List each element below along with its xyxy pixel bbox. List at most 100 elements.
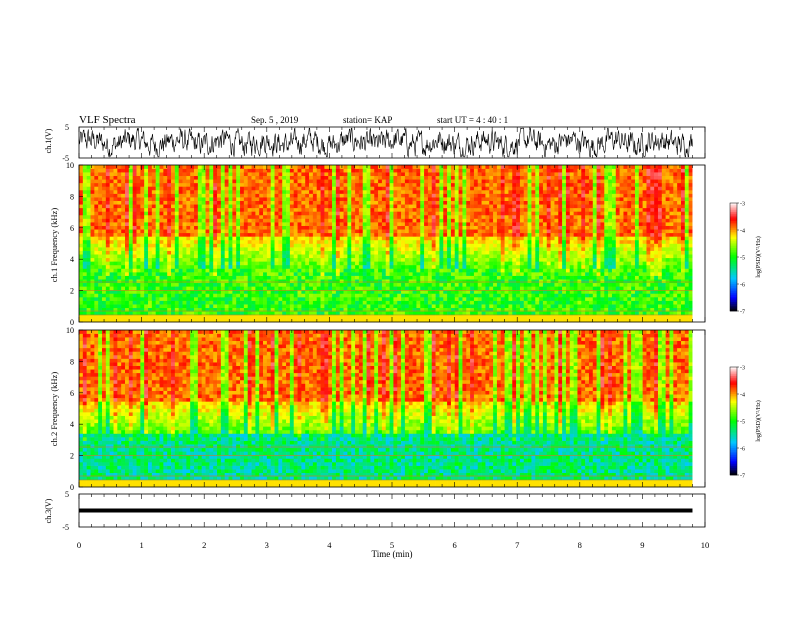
ch1-spectrogram-cell [290,251,294,255]
ch1-spectrogram-cell [225,301,229,305]
ch1-spectrogram-cell [447,301,451,305]
ch1-spectrogram-cell [156,276,160,280]
ch1-spectrogram-cell [355,265,359,269]
ch1-spectrogram-cell [244,236,248,240]
ch1-spectrogram-cell [202,254,206,258]
ch1-spectrogram-cell [106,283,110,287]
ch1-spectrogram-cell [482,279,486,283]
ch1-spectrogram-cell [94,233,98,237]
ch1-spectrogram-cell [175,268,179,272]
ch1-spectrogram-cell [183,297,187,301]
ch1-spectrogram-cell [420,190,424,194]
ch1-spectrogram-cell [405,236,409,240]
ch1-spectrogram-cell [83,172,87,176]
ch1-spectrogram-cell [393,240,397,244]
ch1-spectrogram-cell [459,183,463,187]
ch1-spectrogram-cell [152,211,156,215]
ch1-spectrogram-cell [309,265,313,269]
ch1-spectrogram-cell [225,236,229,240]
ch1-spectrogram-cell [451,276,455,280]
ch1-spectrogram-cell [244,190,248,194]
ch1-spectrogram-cell [432,244,436,248]
ch1-spectrogram-cell [428,169,432,173]
ch1-spectrogram-cell [416,229,420,233]
ch1-spectrogram-cell [328,301,332,305]
ch1-spectrogram-cell [87,251,91,255]
ch1-spectrogram-cell [87,265,91,269]
ch1-spectrogram-cell [160,222,164,226]
ch1-spectrogram-cell [163,276,167,280]
ch1-spectrogram-cell [428,286,432,290]
ch1-spectrogram-cell [482,283,486,287]
ch1-spectrogram-cell [466,236,470,240]
ch1-spectrogram-cell [397,208,401,212]
ch1-spectrogram-cell [202,236,206,240]
ch1-spectrogram-cell [121,169,125,173]
ch1-spectrogram-cell [140,208,144,212]
ch1-spectrogram-cell [221,283,225,287]
ch1-spectrogram-cell [485,247,489,251]
ch1-spectrogram-cell [298,186,302,190]
ch1-spectrogram-cell [447,297,451,301]
ch1-spectrogram-cell [324,258,328,262]
ch1-spectrogram-cell [459,301,463,305]
ch1-spectrogram-cell [466,251,470,255]
ch1-spectrogram-cell [179,276,183,280]
ch1-spectrogram-cell [286,254,290,258]
ch1-spectrogram-cell [455,165,459,169]
ch1-spectrogram-cell [244,268,248,272]
ch1-spectrogram-cell [409,265,413,269]
ch1-spectrogram-cell [152,219,156,223]
ch1-spectrogram-cell [144,194,148,198]
ch1-spectrogram-cell [401,244,405,248]
ch1-spectrogram-cell [367,283,371,287]
ch1-spectrogram-cell [405,293,409,297]
ch1-spectrogram-cell [221,268,225,272]
ch1-spectrogram-cell [321,183,325,187]
ch1-spectrogram-cell [106,201,110,205]
ch1-spectrogram-cell [344,194,348,198]
ch1-spectrogram-cell [163,272,167,276]
ch1-spectrogram-cell [324,283,328,287]
ch1-spectrogram-cell [102,204,106,208]
ch1-spectrogram-cell [309,293,313,297]
ch1-spectrogram-cell [497,183,501,187]
ch1-spectrogram-cell [390,247,394,251]
ch1-spectrogram-cell [206,179,210,183]
ch1-spectrogram-cell [255,229,259,233]
ch1-spectrogram-cell [240,236,244,240]
ch1-spectrogram-cell [432,197,436,201]
ch1-spectrogram-cell [367,254,371,258]
ch1-spectrogram-cell [455,208,459,212]
ch1-spectrogram-cell [424,186,428,190]
ch1-spectrogram-cell [209,240,213,244]
ch1-spectrogram-cell [482,186,486,190]
ch1-spectrogram-cell [301,190,305,194]
ch1-spectrogram-cell [225,279,229,283]
ch1-spectrogram-cell [240,179,244,183]
ch1-spectrogram-cell [439,247,443,251]
ch1-spectrogram-cell [91,268,95,272]
ch1-spectrogram-cell [278,265,282,269]
ch1-spectrogram-cell [324,204,328,208]
ch1-spectrogram-cell [186,201,190,205]
ch1-spectrogram-cell [386,254,390,258]
ch1-spectrogram-cell [424,197,428,201]
ch1-spectrogram-cell [397,272,401,276]
ch1-spectrogram-cell [305,204,309,208]
ch1-spectrogram-cell [340,251,344,255]
ch1-spectrogram-cell [332,265,336,269]
ch1-spectrogram-cell [79,279,83,283]
ch1-spectrogram-cell [248,265,252,269]
ch1-spectrogram-cell [98,190,102,194]
ch1-spectrogram-cell [186,208,190,212]
ch1-spectrogram-cell [102,211,106,215]
ch1-spectrogram-cell [171,268,175,272]
ch1-spectrogram-cell [98,293,102,297]
ch1-spectrogram-cell [133,169,137,173]
ch1-spectrogram-cell [443,222,447,226]
ch1-spectrogram-cell [98,286,102,290]
ch1-spectrogram-cell [294,247,298,251]
ch1-spectrogram-cell [370,304,374,308]
ch1-spectrogram-cell [424,172,428,176]
